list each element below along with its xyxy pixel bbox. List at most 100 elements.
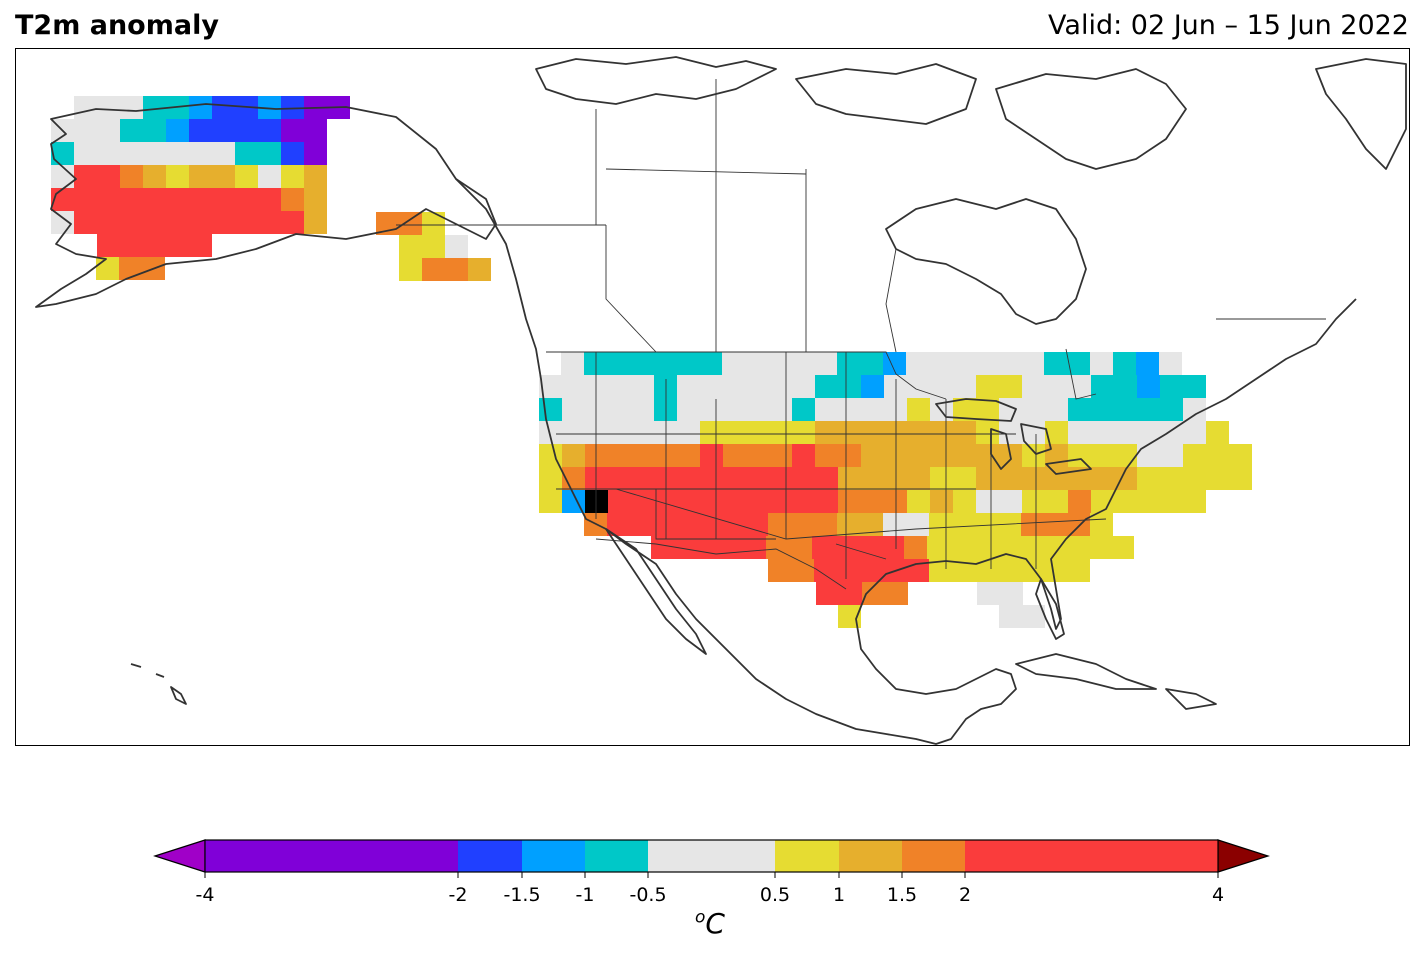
anomaly-cell: [584, 352, 607, 375]
anomaly-cell: [607, 513, 630, 536]
anomaly-cell: [74, 188, 97, 211]
anomaly-cell: [120, 142, 143, 165]
anomaly-cell: [1045, 467, 1068, 490]
anomaly-cell: [1065, 536, 1088, 559]
anomaly-cell: [860, 513, 883, 536]
colorbar-bin: [522, 840, 585, 872]
anomaly-cell: [97, 96, 120, 119]
us-state-borders: [556, 352, 1107, 579]
anomaly-cell: [304, 188, 327, 211]
anomaly-cell: [743, 536, 766, 559]
anomaly-cell: [143, 211, 166, 234]
anomaly-cell: [166, 211, 189, 234]
anomaly-cell: [399, 258, 422, 281]
anomaly-cell: [166, 119, 189, 142]
anomaly-cell: [907, 490, 930, 513]
florida-coast: [1035, 578, 1065, 640]
anomaly-cell: [676, 352, 699, 375]
anomaly-cell: [1137, 444, 1160, 467]
colorbar-bin: [965, 840, 1218, 872]
anomaly-cell: [608, 375, 631, 398]
anomaly-cell: [722, 352, 745, 375]
colorbar-under-extension: [153, 839, 206, 873]
anomaly-cell: [120, 119, 143, 142]
anomaly-cell: [861, 490, 884, 513]
anomaly-cell: [1088, 536, 1111, 559]
anomaly-cell: [1091, 398, 1114, 421]
colorbar-unit-label: oC: [695, 907, 725, 940]
anomaly-cell: [952, 513, 975, 536]
anomaly-cell: [930, 490, 953, 513]
anomaly-cell: [769, 375, 792, 398]
anomaly-cell: [792, 467, 815, 490]
anomaly-cell: [723, 398, 746, 421]
anomaly-cell: [1067, 513, 1090, 536]
anomaly-cell: [189, 165, 212, 188]
anomaly-cell: [858, 536, 881, 559]
anomaly-cell: [792, 398, 815, 421]
anomaly-cell: [1160, 375, 1183, 398]
anomaly-cell: [608, 444, 631, 467]
anomaly-cell: [677, 421, 700, 444]
anomaly-cell: [562, 398, 585, 421]
anomaly-cell: [281, 188, 304, 211]
anomaly-cell: [166, 142, 189, 165]
anomaly-cell: [1022, 490, 1045, 513]
anomaly-cell: [235, 142, 258, 165]
anomaly-cell: [745, 513, 768, 536]
anomaly-cell: [837, 352, 860, 375]
colorbar-tick-label: 2: [958, 884, 972, 906]
anomaly-cell: [722, 513, 745, 536]
anomaly-cell: [445, 258, 468, 281]
anomaly-cell: [769, 467, 792, 490]
anomaly-cell: [585, 467, 608, 490]
anomaly-cell: [998, 352, 1021, 375]
anomaly-cell: [96, 257, 119, 280]
anomaly-cell: [953, 490, 976, 513]
anomaly-cell: [166, 188, 189, 211]
anomaly-cell: [1206, 467, 1229, 490]
anomaly-cell: [999, 421, 1022, 444]
anomaly-cell: [120, 96, 143, 119]
us-canada-border: [546, 351, 947, 400]
anomaly-cell: [792, 375, 815, 398]
anomaly-cell: [1091, 444, 1114, 467]
anomaly-cell: [1042, 536, 1065, 559]
anomaly-cell: [950, 536, 973, 559]
anomaly-cell: [189, 234, 212, 257]
anomaly-cell: [999, 467, 1022, 490]
anomaly-cell: [1183, 490, 1206, 513]
anomaly-cell: [235, 188, 258, 211]
anomaly-cell: [97, 188, 120, 211]
anomaly-cell: [976, 490, 999, 513]
anomaly-cell: [1114, 375, 1137, 398]
colorbar-outline: [204, 839, 1219, 873]
anomaly-cell: [929, 513, 952, 536]
anomaly-cell: [235, 165, 258, 188]
anomaly-cell: [816, 582, 839, 605]
anomaly-cell: [789, 536, 812, 559]
anomaly-cell: [143, 188, 166, 211]
anomaly-cell: [1091, 375, 1114, 398]
anomaly-cell: [1068, 421, 1091, 444]
anomaly-cell: [1000, 582, 1023, 605]
anomaly-cell: [976, 467, 999, 490]
anomaly-cell: [1090, 352, 1113, 375]
anomaly-cell: [677, 375, 700, 398]
anomaly-cell: [1021, 352, 1044, 375]
anomaly-cell: [422, 212, 445, 235]
anomaly-cell: [212, 119, 235, 142]
anomaly-cell: [51, 211, 74, 234]
arctic-island-2: [795, 63, 977, 125]
baffin-island: [995, 68, 1187, 170]
anomaly-cell: [1068, 490, 1091, 513]
colorbar-tick-label: -0.5: [629, 884, 667, 906]
anomaly-cell: [746, 467, 769, 490]
colorbar-bin: [648, 840, 775, 872]
colorbar: [153, 839, 1270, 878]
valid-period: Valid: 02 Jun – 15 Jun 2022: [1048, 10, 1409, 41]
anomaly-cell: [653, 513, 676, 536]
anomaly-cell: [1045, 398, 1068, 421]
anomaly-cell: [1045, 375, 1068, 398]
anomaly-cell: [1137, 421, 1160, 444]
